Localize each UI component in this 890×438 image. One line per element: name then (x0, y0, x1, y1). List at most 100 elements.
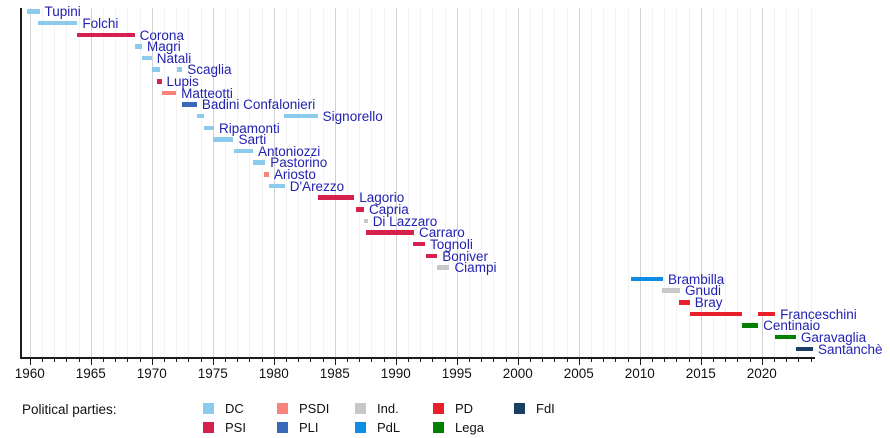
major-gridline (151, 8, 153, 357)
axis-tick (78, 358, 80, 362)
axis-tick (725, 358, 727, 362)
tick-label: 2010 (624, 365, 655, 381)
timeline-bar (678, 300, 690, 305)
major-gridline (29, 8, 31, 357)
axis-tick (359, 358, 361, 362)
major-gridline (334, 8, 336, 357)
minor-gridline (200, 8, 202, 357)
axis-tick (310, 358, 312, 362)
minor-gridline (371, 8, 373, 357)
timeline-bar (366, 230, 415, 235)
minister-label: Corona (139, 27, 184, 43)
minister-label: Signorello (322, 108, 383, 124)
axis-tick (651, 358, 653, 362)
axis-tick (200, 358, 202, 362)
axis-tick (627, 358, 629, 362)
timeline-bar (355, 207, 365, 212)
axis-tick (127, 358, 129, 362)
axis-tick (29, 358, 31, 365)
timeline-bar (38, 20, 78, 26)
minor-gridline (810, 8, 812, 357)
minor-gridline (773, 8, 775, 357)
minister-label: Antoniozzi (258, 143, 321, 159)
timeline-bar (77, 32, 135, 38)
axis-tick (737, 358, 739, 362)
major-gridline (395, 8, 397, 357)
timeline-bar (426, 253, 438, 259)
timeline-bar (204, 125, 214, 131)
axis-tick (481, 358, 483, 362)
minor-gridline (749, 8, 751, 357)
minor-gridline (651, 8, 653, 357)
axis-tick (664, 358, 666, 362)
timeline-bar (689, 311, 743, 317)
minor-gridline (359, 8, 361, 357)
axis-tick (761, 358, 763, 365)
minister-label: Boniver (442, 248, 489, 264)
timeline-bar (268, 183, 285, 189)
timeline-bar (742, 323, 759, 328)
timeline-bar (142, 55, 152, 61)
tick-label: 1995 (441, 365, 472, 381)
timeline-bar (412, 241, 426, 247)
tick-label: 1970 (136, 365, 167, 381)
legend-swatch (433, 403, 444, 414)
minor-gridline (688, 8, 690, 357)
minor-gridline (603, 8, 605, 357)
minister-label: Lupis (166, 74, 199, 90)
minor-gridline (127, 8, 129, 357)
minor-gridline (346, 8, 348, 357)
minor-gridline (261, 8, 263, 357)
minor-gridline (615, 8, 617, 357)
axis-tick (151, 358, 153, 365)
minister-label: Centinaio (763, 318, 821, 334)
tick-label: 2000 (502, 365, 533, 381)
tick-label: 1965 (75, 365, 106, 381)
timeline-bar (253, 160, 266, 165)
major-gridline (700, 8, 702, 357)
legend-swatch (203, 403, 214, 414)
minor-gridline (676, 8, 678, 357)
minor-gridline (322, 8, 324, 357)
timeline-bar (758, 311, 776, 317)
legend-item-label: FdI (536, 401, 555, 416)
axis-tick (102, 358, 104, 362)
tick-label: 1975 (197, 365, 228, 381)
minister-label: Pastorino (270, 155, 328, 171)
axis-tick (810, 358, 812, 362)
major-gridline (90, 8, 92, 357)
tick-label: 2015 (685, 365, 716, 381)
minor-gridline (41, 8, 43, 357)
axis-tick (115, 358, 117, 362)
axis-tick (188, 358, 190, 362)
axis-tick (139, 358, 141, 362)
axis-tick (456, 358, 458, 365)
axis-tick (285, 358, 287, 362)
axis-tick (322, 358, 324, 362)
minister-label: Bray (694, 295, 723, 311)
tick-label: 1990 (380, 365, 411, 381)
axis-tick (566, 358, 568, 362)
minister-label: D'Arezzo (289, 178, 345, 194)
timeline-bar (775, 334, 796, 340)
minor-gridline (554, 8, 556, 357)
legend-swatch (277, 422, 288, 433)
axis-tick (639, 358, 641, 365)
minor-gridline (566, 8, 568, 357)
timeline-bar (156, 79, 162, 84)
timeline-bar (212, 137, 234, 142)
minor-gridline (224, 8, 226, 357)
axis-tick (529, 358, 531, 362)
timeline-bar (134, 44, 142, 49)
minor-gridline (54, 8, 56, 357)
minor-gridline (786, 8, 788, 357)
axis-tick (700, 358, 702, 365)
axis-tick (590, 358, 592, 362)
minor-gridline (285, 8, 287, 357)
minor-gridline (468, 8, 470, 357)
minor-gridline (432, 8, 434, 357)
minister-label: Scaglia (187, 62, 232, 78)
timeline-bar (795, 346, 813, 352)
axis-tick (615, 358, 617, 362)
axis-tick (54, 358, 56, 362)
